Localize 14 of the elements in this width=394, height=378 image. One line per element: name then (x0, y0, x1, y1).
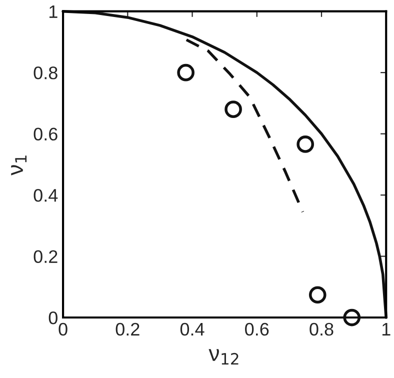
x-tick-label: 0.8 (310, 322, 334, 336)
y-tick-label: 0.6 (34, 128, 58, 141)
x-axis-title: ν$_{12}$ (208, 349, 238, 364)
x-tick-label: 0 (58, 322, 68, 336)
x-tick-label: 1 (382, 323, 390, 336)
y-tick-label: 0.4 (34, 188, 58, 202)
x-tick-label: 0.4 (180, 322, 204, 336)
x-tick-label: 0.2 (116, 322, 140, 336)
x-tick-label: 0.6 (245, 322, 269, 336)
y-tick-label: 1 (50, 5, 58, 18)
y-tick-label: 0 (48, 311, 58, 324)
y-axis-title: ν$_{1}$ (11, 156, 27, 176)
y-tick-label: 0.2 (34, 250, 58, 264)
y-tick-label: 0.8 (34, 66, 58, 80)
